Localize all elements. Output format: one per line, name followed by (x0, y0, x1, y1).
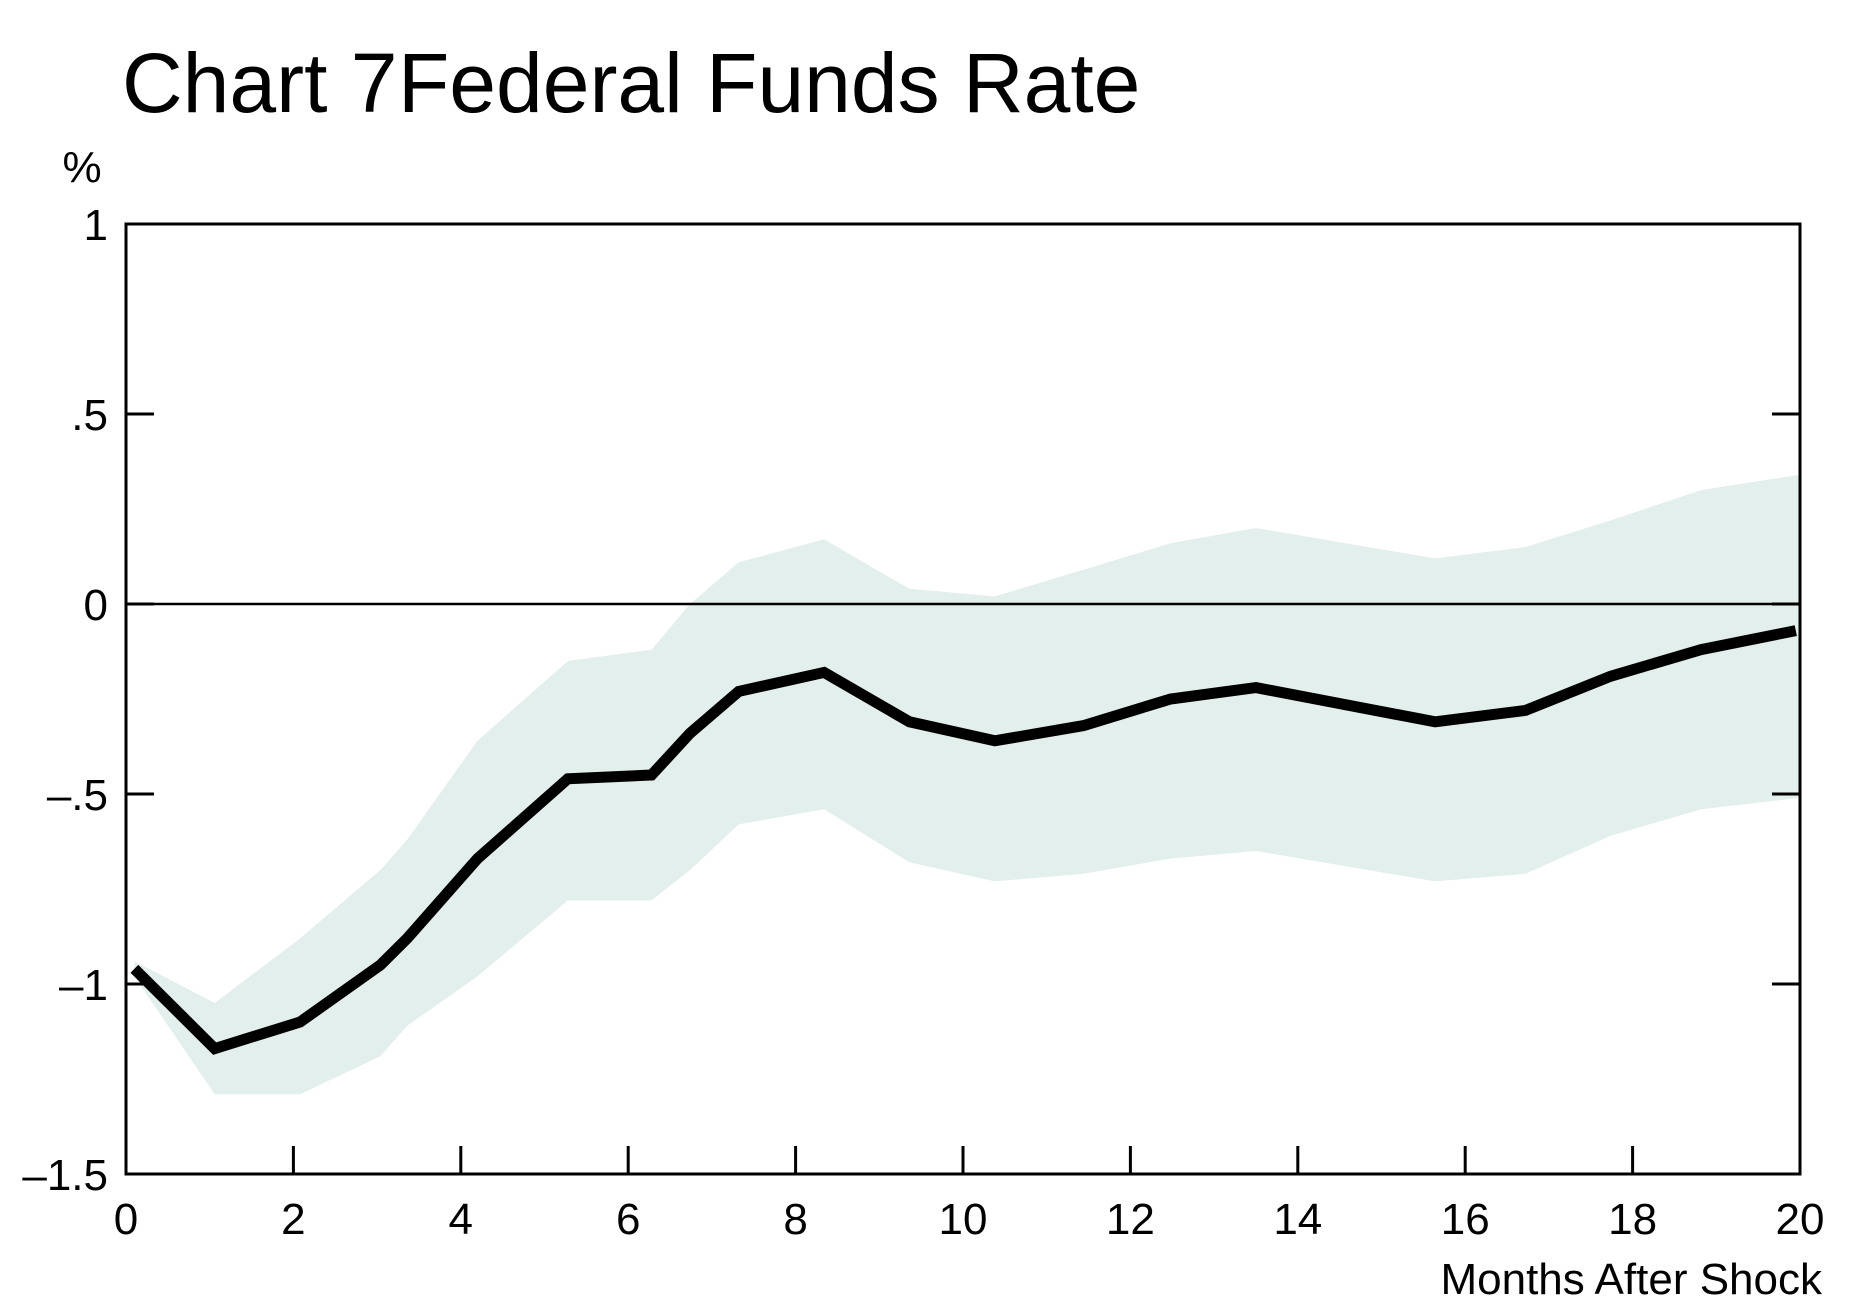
x-tick-label: 14 (1273, 1195, 1322, 1244)
x-axis-label: Months After Shock (1440, 1255, 1823, 1299)
y-tick-label: –1 (59, 961, 108, 1010)
y-tick-label: –1.5 (22, 1151, 108, 1200)
series-line (130, 625, 1797, 1055)
x-tick-label: 2 (281, 1195, 305, 1244)
y-tick-label: –.5 (47, 771, 108, 820)
y-tick-label: 1 (84, 201, 108, 250)
x-tick-label: 18 (1608, 1195, 1657, 1244)
confidence-band (134, 474, 1800, 1095)
chart-title-prefix: Chart 7 (122, 36, 397, 130)
plot-area: 1.50–.5–1–1.50 2 4 6 8 10 12 14 16 18 20 (22, 201, 1824, 1244)
x-tick-label: 4 (449, 1195, 473, 1244)
x-tick-label: 0 (114, 1195, 138, 1244)
x-tick-label: 12 (1106, 1195, 1155, 1244)
x-tick-label: 20 (1776, 1195, 1825, 1244)
x-tick-label: 10 (939, 1195, 988, 1244)
x-tick-label: 8 (783, 1195, 807, 1244)
y-tick-label: .5 (71, 391, 108, 440)
y-tick-label: 0 (84, 581, 108, 630)
x-tick-label: 16 (1441, 1195, 1490, 1244)
y-axis-unit-label: % (62, 143, 101, 192)
x-tick-label: 6 (616, 1195, 640, 1244)
chart-title: Federal Funds Rate (398, 36, 1140, 130)
